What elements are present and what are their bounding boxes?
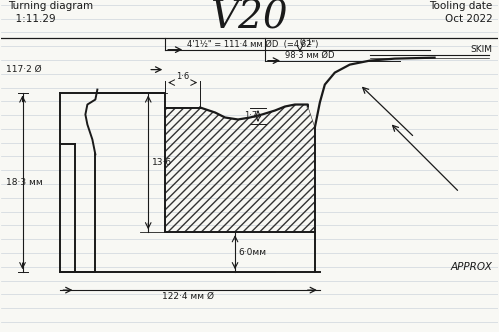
- Text: 6·0мм: 6·0мм: [238, 248, 266, 257]
- Text: 4'1½" = 111·4 мм ØD  (=4 62"): 4'1½" = 111·4 мм ØD (=4 62"): [187, 40, 318, 49]
- Text: 18·3 мм: 18·3 мм: [5, 178, 42, 187]
- Text: APPROX: APPROX: [451, 262, 493, 272]
- Text: 117·2 Ø: 117·2 Ø: [5, 65, 41, 74]
- Text: Oct 2022: Oct 2022: [445, 14, 493, 24]
- Text: 0·1: 0·1: [300, 38, 313, 47]
- Text: 1:11.29: 1:11.29: [8, 14, 55, 24]
- Text: 1·7: 1·7: [244, 111, 257, 120]
- Text: 98·3 мм ØD: 98·3 мм ØD: [285, 51, 334, 60]
- Text: 1·6: 1·6: [176, 72, 189, 81]
- Text: Turning diagram: Turning diagram: [8, 1, 94, 11]
- Text: Tooling date: Tooling date: [429, 1, 493, 11]
- Text: 13·6: 13·6: [152, 158, 172, 167]
- Text: SKIM: SKIM: [471, 44, 493, 54]
- Text: 122·4 мм Ø: 122·4 мм Ø: [162, 292, 214, 301]
- Text: V20: V20: [210, 0, 288, 37]
